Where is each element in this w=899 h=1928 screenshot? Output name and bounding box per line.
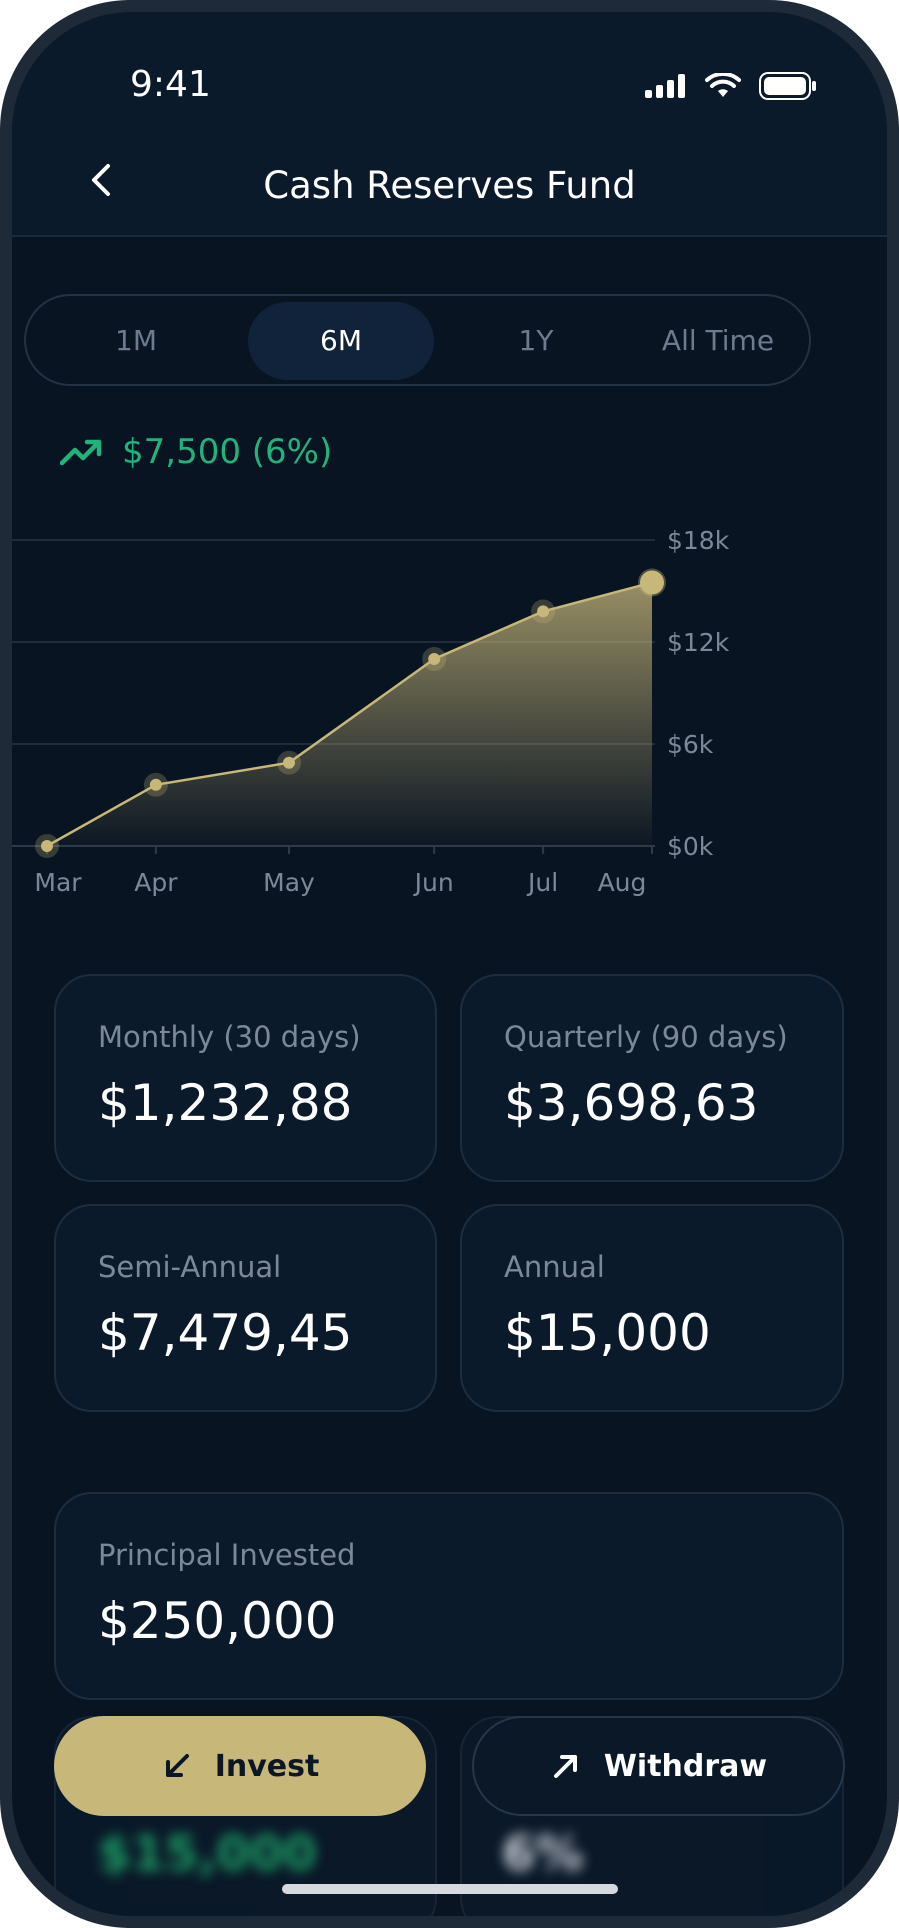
home-indicator: [282, 1884, 618, 1894]
value-chart: $18k $12k $6k $0k Mar Apr May Jun Jul Aug: [12, 526, 730, 897]
y-tick-label: $12k: [667, 628, 730, 657]
data-point: [149, 778, 162, 791]
chart-area: [47, 582, 652, 846]
back-chevron-icon[interactable]: [82, 160, 122, 200]
blurred-value-left: $15,000: [98, 1826, 317, 1882]
trending-up-icon: [60, 439, 102, 466]
arrow-down-left-icon: [165, 1754, 189, 1777]
stat-value: $7,479,45: [98, 1304, 353, 1362]
chart-line: [46, 581, 653, 848]
gain-text: $7,500 (6%): [122, 432, 333, 472]
top-bar: 9:41: [12, 12, 887, 237]
wifi-icon: [705, 73, 741, 97]
y-tick-label: $18k: [667, 526, 730, 555]
range-selector: 1M 6M 1Y All Time: [24, 294, 811, 386]
y-tick-label: $0k: [667, 832, 714, 861]
stat-card-annual: Annual $15,000: [460, 1204, 844, 1412]
stat-card-quarterly: Quarterly (90 days) $3,698,63: [460, 974, 844, 1182]
x-tick-label: Jun: [413, 868, 454, 897]
withdraw-button[interactable]: Withdraw: [472, 1716, 845, 1816]
stat-card-semi-annual: Semi-Annual $7,479,45: [54, 1204, 437, 1412]
page-title: Cash Reserves Fund: [263, 164, 636, 207]
battery-icon: [759, 72, 816, 100]
principal-card: Principal Invested $250,000: [54, 1492, 844, 1700]
x-tick-label: Aug: [598, 868, 647, 897]
blurred-value-right: 6%: [502, 1826, 584, 1882]
arrow-up-right-icon: [553, 1755, 577, 1778]
gain-indicator: $7,500 (6%): [60, 432, 332, 472]
data-point: [41, 840, 53, 852]
status-icons: [645, 72, 817, 100]
data-point: [640, 570, 664, 595]
tab-1m[interactable]: 1M: [115, 324, 157, 357]
tab-all-time[interactable]: All Time: [661, 324, 775, 357]
stat-value: $3,698,63: [504, 1074, 759, 1132]
tab-6m[interactable]: 6M: [248, 302, 434, 380]
stat-value: $15,000: [504, 1304, 711, 1362]
data-point: [283, 756, 295, 769]
invest-button[interactable]: Invest: [54, 1716, 426, 1816]
x-tick-label: Jul: [526, 868, 558, 897]
status-time: 9:41: [130, 64, 211, 105]
principal-label: Principal Invested: [98, 1538, 356, 1572]
x-tick-label: Mar: [34, 868, 82, 897]
y-tick-label: $6k: [667, 730, 714, 759]
invest-label: Invest: [214, 1748, 320, 1784]
stat-label: Quarterly (90 days): [504, 1020, 788, 1054]
withdraw-label: Withdraw: [603, 1748, 768, 1784]
stat-value: $1,232,88: [98, 1074, 353, 1132]
stat-label: Semi-Annual: [98, 1250, 282, 1284]
x-tick-label: May: [263, 868, 315, 897]
tab-1y[interactable]: 1Y: [518, 324, 554, 357]
x-tick-label: Apr: [134, 868, 178, 897]
stat-label: Annual: [504, 1250, 605, 1284]
signal-icon: [645, 74, 685, 98]
data-point: [537, 605, 550, 618]
screen: 9:41: [12, 12, 887, 1916]
stat-label: Monthly (30 days): [98, 1020, 361, 1054]
blurred-content: $15,000 6%: [12, 1812, 887, 1916]
data-point: [428, 653, 441, 665]
stat-card-monthly: Monthly (30 days) $1,232,88: [54, 974, 437, 1182]
principal-value: $250,000: [98, 1592, 337, 1650]
